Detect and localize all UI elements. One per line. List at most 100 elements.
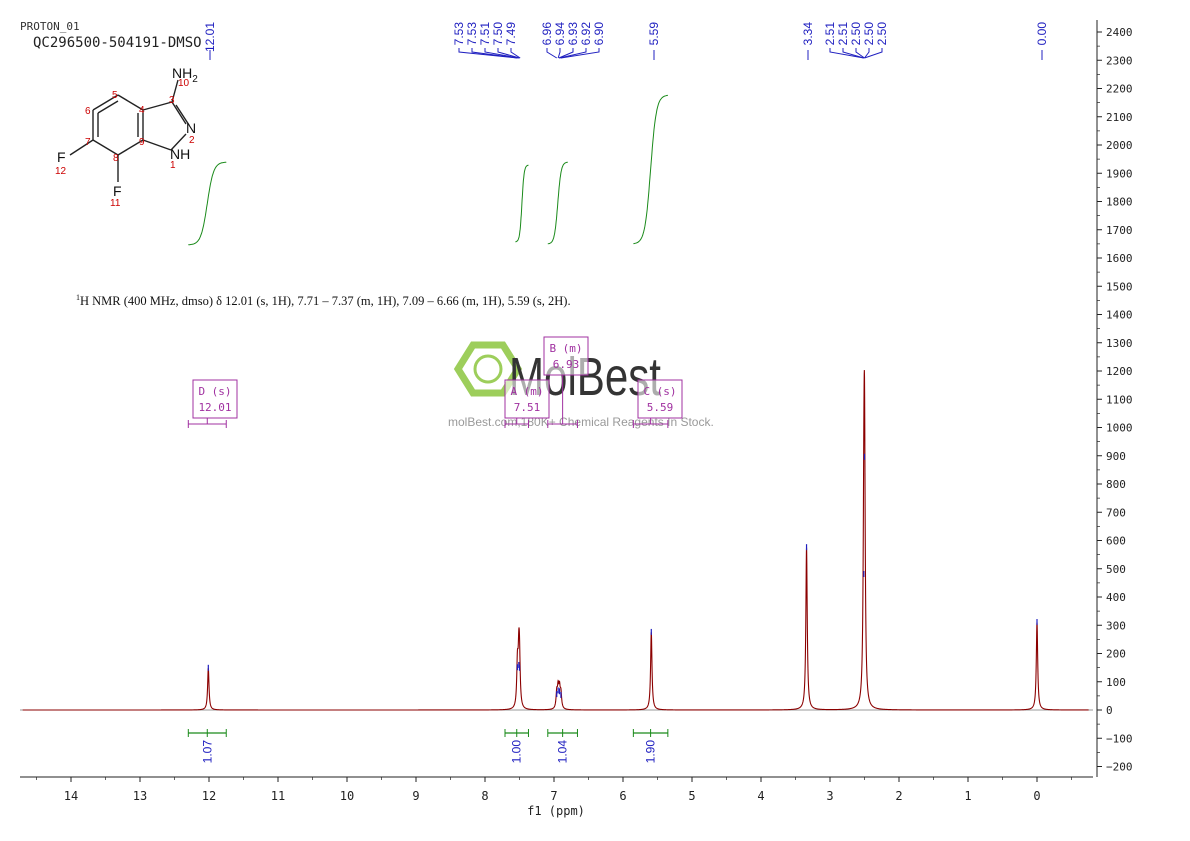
y-tick-label: 100: [1106, 676, 1126, 689]
y-tick-label: 600: [1106, 535, 1126, 548]
x-tick-label: 13: [133, 789, 147, 803]
peak-connector: [558, 48, 574, 59]
peak-connector: [484, 48, 519, 59]
integration-markers: 1.07 1.00 1.04 1.90: [187, 729, 669, 764]
n2-atom-label: N: [186, 120, 196, 136]
x-tick-label: 1: [964, 789, 971, 803]
integration-value: 1.90: [644, 740, 658, 764]
atom-number-3: 3: [169, 95, 175, 106]
peak-connector: [855, 48, 865, 59]
multiplet-shift: 5.59: [647, 401, 674, 414]
atom-number-1: 1: [170, 160, 176, 171]
multiplet-letter: A (m): [510, 385, 543, 398]
peak-connector: [497, 48, 520, 59]
y-tick-label: 700: [1106, 506, 1126, 519]
y-tick-label: 0: [1106, 704, 1113, 717]
y-tick-label: 1000: [1106, 422, 1133, 435]
multiplet-boxes: D (s) 12.01 A (m) 7.51 B (m) 6.93 C (s) 5.59: [187, 336, 683, 428]
peak-connector: [458, 48, 518, 59]
atom-number-9: 9: [139, 137, 145, 148]
description-superscript: 1: [76, 293, 80, 302]
y-tick-label: 1900: [1106, 167, 1133, 180]
description-text: H NMR (400 MHz, dmso) δ 12.01 (s, 1H), 7…: [80, 294, 571, 308]
multiplet-letter: B (m): [549, 342, 582, 355]
integral-curve: [633, 94, 668, 245]
chemical-structure: [69, 79, 190, 182]
y-tick-label: 300: [1106, 619, 1126, 632]
peak-connector: [559, 48, 587, 59]
y-tick-label: 2100: [1106, 111, 1133, 124]
x-axis-ticks: 14 13 12 11 10 9 8 7 6 5 4 3 2 1 0: [36, 777, 1072, 803]
peak-label: 3.34: [801, 22, 815, 46]
peak-label: 6.96: [540, 22, 554, 46]
x-tick-label: 2: [895, 789, 902, 803]
integration-value: 1.00: [510, 740, 524, 764]
peak-connector: [864, 48, 870, 59]
atom-number-8: 8: [113, 153, 119, 164]
peak-label: 7.53: [452, 22, 466, 46]
y-tick-label: 2400: [1106, 26, 1133, 39]
atom-number-5: 5: [112, 90, 118, 101]
atom-number-2: 2: [189, 135, 195, 146]
y-tick-label: 200: [1106, 648, 1126, 661]
integral-curve: [515, 164, 529, 243]
peak-label: 7.49: [504, 22, 518, 46]
y-tick-label: 400: [1106, 591, 1126, 604]
peak-connector: [864, 48, 883, 59]
x-tick-label: 7: [550, 789, 557, 803]
y-tick-label: −100: [1106, 732, 1133, 745]
multiplet-shift: 6.93: [553, 358, 580, 371]
y-tick-label: 1300: [1106, 337, 1133, 350]
spectrum: [22, 370, 1089, 711]
peak-label: 6.90: [592, 22, 606, 46]
fluorine-11-label: F: [113, 183, 122, 199]
x-tick-label: 12: [202, 789, 216, 803]
peak-connector: [557, 48, 561, 59]
peak-label: 7.51: [478, 22, 492, 46]
structure-atom-numbers: 10 3 5 4 6 2 9 7 8 1 12 11: [55, 78, 195, 209]
peak-label: 2.51: [836, 22, 850, 46]
atom-number-7: 7: [85, 137, 91, 148]
y-tick-label: −200: [1106, 761, 1133, 774]
integration-value: 1.07: [200, 740, 214, 764]
x-tick-label: 0: [1033, 789, 1040, 803]
integral-curve: [188, 161, 227, 246]
y-tick-label: 1600: [1106, 252, 1133, 265]
x-tick-label: 5: [688, 789, 695, 803]
x-tick-label: 14: [64, 789, 78, 803]
nh-atom-label: NH: [170, 146, 190, 162]
multiplet-letter: D (s): [198, 385, 231, 398]
y-tick-label: 1500: [1106, 280, 1133, 293]
peak-label: 6.93: [566, 22, 580, 46]
x-axis-title: f1 (ppm): [527, 804, 585, 818]
integration-curves: [188, 94, 668, 246]
peak-label: 2.50: [862, 22, 876, 46]
integral-curve: [547, 161, 568, 245]
peak-label: 6.92: [579, 22, 593, 46]
y-tick-label: 2200: [1106, 83, 1133, 96]
multiplet-box: [637, 379, 683, 419]
peak-label: 12.01: [203, 22, 217, 52]
peak-label: 2.50: [875, 22, 889, 46]
x-tick-label: 9: [412, 789, 419, 803]
multiplet-letter: C (s): [643, 385, 676, 398]
peak-labels: 12.01 7.53 7.53 7.51 7.50 7.49 6.96 6.94 6.93 6.9…: [203, 22, 1049, 60]
y-tick-label: 1100: [1106, 393, 1133, 406]
multiplet-box: [192, 379, 238, 419]
peak-label: 2.51: [823, 22, 837, 46]
y-tick-label: 1700: [1106, 224, 1133, 237]
peak-label: 7.53: [465, 22, 479, 46]
peak-connector: [829, 48, 864, 59]
spectrum-trace: [22, 370, 1089, 711]
x-tick-label: 8: [481, 789, 488, 803]
y-tick-label: 1400: [1106, 309, 1133, 322]
sample-label: QC296500-504191-DMSO: [33, 35, 202, 51]
x-tick-label: 6: [619, 789, 626, 803]
peak-label: 6.94: [553, 22, 567, 46]
nmr-description: 1H NMR (400 MHz, dmso) δ 12.01 (s, 1H), …: [76, 293, 571, 308]
peak-connector: [560, 48, 600, 59]
atom-number-12: 12: [55, 166, 67, 177]
structure-atom-labels: NH2 N NH F F: [57, 65, 198, 199]
molbest-logo-icon: [453, 341, 523, 397]
